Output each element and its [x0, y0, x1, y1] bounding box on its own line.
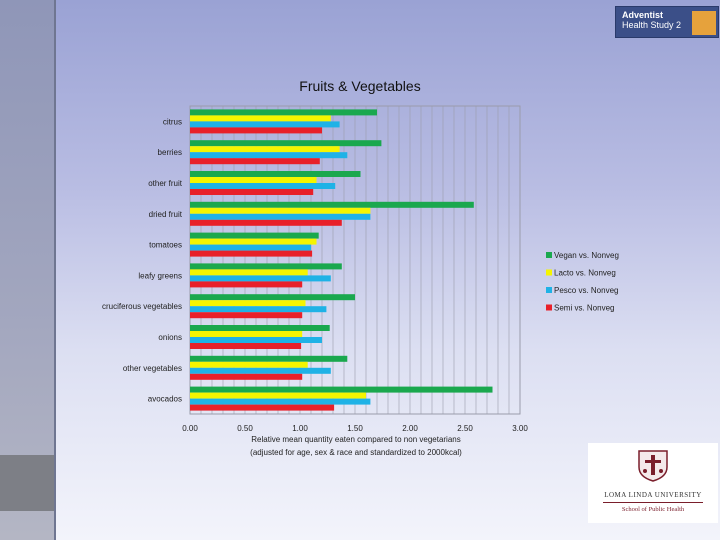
chart-title: Fruits & Vegetables [299, 78, 420, 94]
bar [190, 189, 314, 195]
bar [190, 232, 319, 239]
bar [190, 158, 320, 165]
bar [190, 392, 366, 399]
bar [190, 386, 493, 393]
tick-label: 0.50 [237, 424, 253, 433]
category-label: avocados [148, 395, 182, 404]
category-label: citrus [163, 117, 182, 126]
bar [190, 398, 371, 405]
logo-tag-icon [692, 11, 716, 35]
legend-label: Semi vs. Nonveg [554, 304, 614, 313]
bar [190, 115, 331, 122]
legend-swatch [546, 269, 552, 276]
bar [190, 331, 303, 337]
category-label: tomatoes [149, 241, 182, 250]
bar [190, 183, 336, 189]
bar [190, 244, 311, 251]
x-axis-label-line2: (adjusted for age, sex & race and standa… [250, 448, 462, 457]
tick-label: 2.00 [402, 424, 418, 433]
bar [190, 238, 317, 245]
bar [190, 177, 317, 183]
logo-rule [603, 502, 703, 503]
bar [190, 300, 306, 307]
bars [190, 109, 493, 411]
legend-swatch [546, 304, 552, 311]
bar [190, 312, 303, 319]
bar [190, 367, 331, 374]
bar [190, 250, 313, 257]
bar [190, 325, 330, 331]
tick-label: 3.00 [512, 424, 528, 433]
bar [190, 269, 308, 276]
category-label: leafy greens [138, 271, 182, 280]
bar [190, 281, 303, 288]
tick-labels: 0.00 0.50 1.00 1.50 2.00 2.50 3.00 [182, 424, 528, 433]
legend-label: Lacto vs. Nonveg [554, 269, 616, 278]
legend-swatch [546, 252, 552, 258]
bar [190, 404, 335, 411]
bar [190, 127, 322, 134]
bar [190, 361, 308, 368]
tick-label: 1.50 [347, 424, 363, 433]
bar [190, 171, 361, 177]
category-label: berries [158, 148, 182, 157]
university-name: LOMA LINDA UNIVERSITY [604, 491, 702, 499]
loma-linda-logo: LOMA LINDA UNIVERSITY School of Public H… [588, 443, 718, 523]
tick-label: 1.00 [292, 424, 308, 433]
left-divider [54, 0, 56, 540]
bar [190, 263, 342, 270]
bar [190, 343, 302, 349]
bar [190, 121, 340, 128]
bar [190, 294, 355, 301]
category-label: other vegetables [123, 364, 182, 373]
bar [190, 207, 371, 214]
bar [190, 306, 327, 313]
tick-label: 0.00 [182, 424, 198, 433]
bar [190, 337, 322, 343]
bar [190, 355, 348, 362]
legend-label: Pesco vs. Nonveg [554, 286, 618, 295]
category-label: onions [158, 333, 182, 342]
bar [190, 152, 348, 159]
left-band [0, 0, 54, 540]
left-dark-block [0, 455, 54, 511]
logo-line2: Health Study 2 [622, 20, 718, 30]
bar [190, 275, 331, 282]
category-label: cruciferous vegetables [102, 302, 182, 311]
x-axis-label: Relative mean quantity eaten compared to… [251, 435, 460, 444]
bar [190, 146, 340, 153]
bar [190, 219, 342, 226]
school-name: School of Public Health [621, 506, 685, 513]
bar [190, 213, 371, 220]
adventist-health-study-logo: Adventist Health Study 2 [615, 6, 719, 38]
category-label: other fruit [148, 179, 183, 188]
category-labels: citrus berries other fruit dried fruit tomat… [102, 117, 183, 403]
bar [190, 140, 382, 147]
legend-swatch [546, 287, 552, 293]
bar [190, 109, 377, 116]
logo-line1: Adventist [622, 10, 664, 20]
category-label: dried fruit [149, 210, 183, 219]
logo-line2-text: Health Study [622, 20, 674, 30]
logo-badge: 2 [676, 20, 682, 30]
bar [190, 201, 474, 208]
bar [190, 373, 303, 380]
crest-icon [638, 450, 668, 482]
legend: Vegan vs. Nonveg Lacto vs. Nonveg Pesco vs… [546, 251, 619, 313]
legend-label: Vegan vs. Nonveg [554, 251, 619, 260]
tick-label: 2.50 [457, 424, 473, 433]
